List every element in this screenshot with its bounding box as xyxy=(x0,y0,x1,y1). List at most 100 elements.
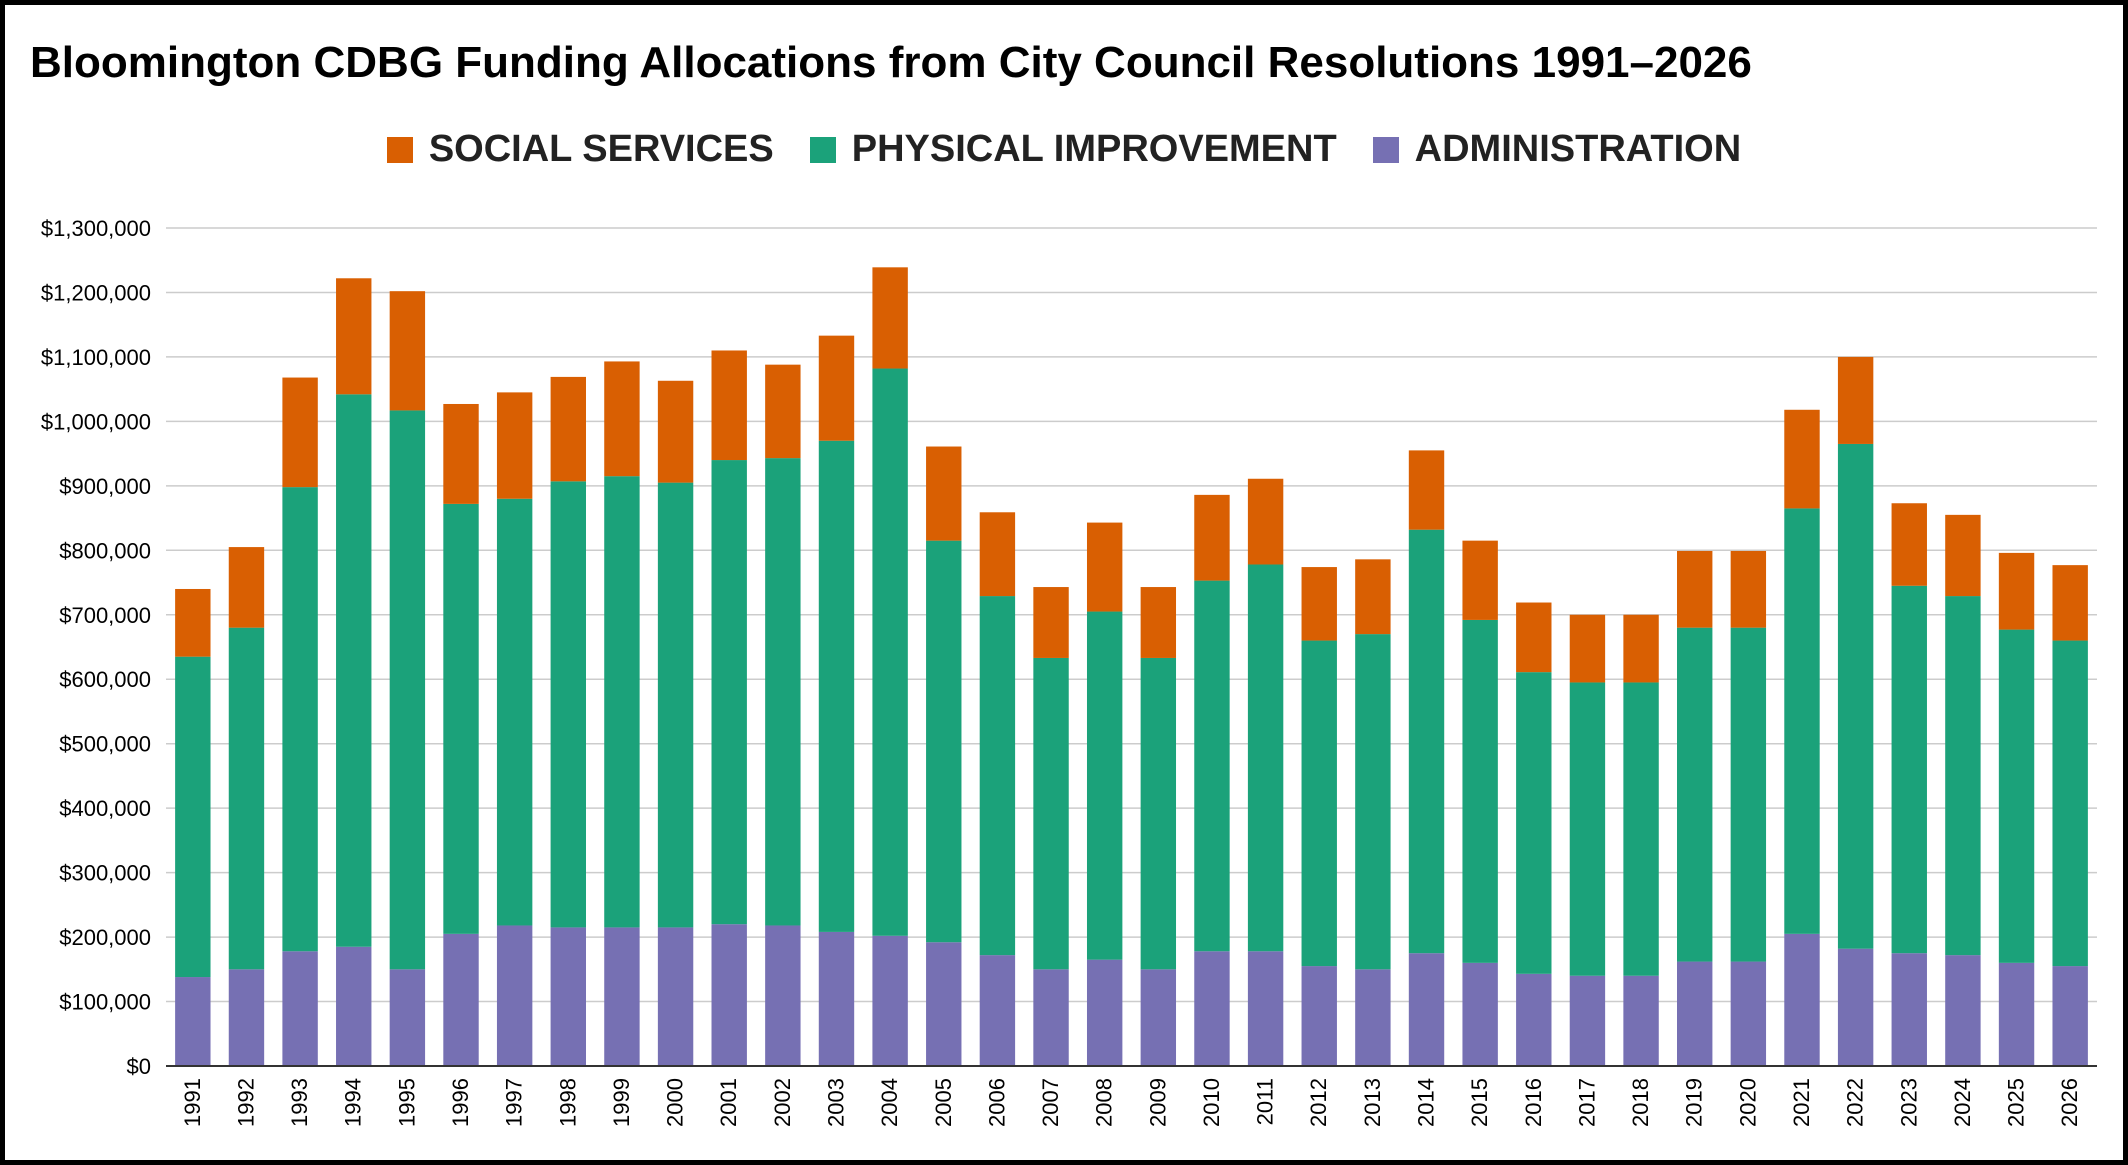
x-tick-label-2014: 2014 xyxy=(1414,1078,1439,1127)
bar-administration-1998 xyxy=(550,927,586,1066)
x-tick-label-2026: 2026 xyxy=(2057,1078,2082,1127)
bar-administration-2006 xyxy=(979,955,1016,1066)
y-tick-label-3: $300,000 xyxy=(59,861,151,886)
bar-physical-improvement-2011 xyxy=(1247,564,1284,952)
x-tick-label-2007: 2007 xyxy=(1038,1078,1063,1127)
y-tick-label-9: $900,000 xyxy=(59,474,151,499)
y-tick-label-11: $1,100,000 xyxy=(41,345,151,370)
x-tick-label-2022: 2022 xyxy=(1843,1078,1868,1127)
x-tick-label-2018: 2018 xyxy=(1628,1078,1653,1127)
bar-administration-2012 xyxy=(1301,966,1337,1066)
x-tick-label-2005: 2005 xyxy=(931,1078,956,1127)
bar-administration-2005 xyxy=(926,942,962,1066)
x-tick-label-2019: 2019 xyxy=(1682,1078,1707,1127)
x-tick-label-1991: 1991 xyxy=(180,1078,205,1127)
bar-administration-2001 xyxy=(711,924,747,1066)
bar-administration-2013 xyxy=(1355,969,1391,1066)
bar-physical-improvement-2008 xyxy=(1086,611,1123,960)
bar-administration-2026 xyxy=(2052,966,2088,1066)
bar-administration-1995 xyxy=(389,969,426,1066)
bar-physical-improvement-2015 xyxy=(1462,619,1498,963)
bar-physical-improvement-2007 xyxy=(1033,657,1069,970)
bar-administration-2004 xyxy=(872,935,908,1066)
bar-administration-1997 xyxy=(496,925,533,1066)
x-tick-label-1994: 1994 xyxy=(341,1078,366,1127)
bar-administration-2002 xyxy=(765,925,801,1066)
x-tick-label-1999: 1999 xyxy=(609,1078,634,1127)
bar-social-services-2015 xyxy=(1462,540,1498,620)
bar-physical-improvement-2013 xyxy=(1355,634,1391,970)
bar-social-services-2016 xyxy=(1516,602,1552,673)
bar-physical-improvement-2025 xyxy=(1998,629,2035,963)
bar-administration-2017 xyxy=(1569,975,1606,1066)
bar-physical-improvement-2021 xyxy=(1784,508,1820,934)
bar-physical-improvement-2024 xyxy=(1945,596,1981,956)
x-tick-label-2021: 2021 xyxy=(1789,1078,1814,1127)
bar-physical-improvement-2014 xyxy=(1408,529,1445,954)
legend-swatch-administration xyxy=(1372,136,1399,163)
bar-social-services-1995 xyxy=(389,291,426,411)
bar-physical-improvement-2016 xyxy=(1516,672,1552,974)
bar-social-services-2000 xyxy=(657,380,694,483)
bar-physical-improvement-2022 xyxy=(1837,443,1874,949)
bar-administration-1994 xyxy=(336,946,372,1066)
bar-administration-2010 xyxy=(1194,951,1230,1066)
y-tick-label-13: $1,300,000 xyxy=(41,216,151,241)
bar-social-services-2004 xyxy=(872,267,908,369)
x-tick-label-2003: 2003 xyxy=(823,1078,848,1127)
bar-administration-1992 xyxy=(228,969,265,1066)
bar-administration-2020 xyxy=(1730,961,1767,1066)
legend-label-administration: ADMINISTRATION xyxy=(1414,128,1742,170)
x-tick-label-1997: 1997 xyxy=(502,1078,527,1127)
bar-administration-2018 xyxy=(1623,975,1659,1066)
bar-social-services-2007 xyxy=(1033,587,1069,658)
bar-social-services-2010 xyxy=(1194,494,1230,581)
bar-physical-improvement-2000 xyxy=(657,482,694,928)
bar-administration-2000 xyxy=(657,927,694,1066)
x-tick-label-1993: 1993 xyxy=(287,1078,312,1127)
y-tick-label-0: $0 xyxy=(127,1054,151,1079)
legend-swatch-physical-improvement xyxy=(809,136,836,163)
x-tick-label-2004: 2004 xyxy=(877,1078,902,1127)
bar-social-services-2014 xyxy=(1408,450,1445,530)
bar-physical-improvement-1994 xyxy=(336,394,372,947)
bar-administration-2008 xyxy=(1086,959,1123,1066)
y-tick-label-6: $600,000 xyxy=(59,667,151,692)
bar-social-services-2011 xyxy=(1247,478,1284,565)
bar-physical-improvement-2019 xyxy=(1677,627,1713,962)
bar-administration-2021 xyxy=(1784,933,1820,1066)
x-tick-label-2020: 2020 xyxy=(1735,1078,1760,1127)
bar-physical-improvement-2001 xyxy=(711,460,747,925)
bar-physical-improvement-2026 xyxy=(2052,640,2088,967)
y-tick-label-4: $400,000 xyxy=(59,796,151,821)
bar-social-services-2021 xyxy=(1784,409,1820,509)
bar-social-services-1991 xyxy=(175,588,211,657)
bar-physical-improvement-2002 xyxy=(765,458,801,926)
bar-administration-2003 xyxy=(818,931,855,1066)
bar-administration-2015 xyxy=(1462,962,1498,1066)
bar-administration-2022 xyxy=(1837,948,1874,1066)
bar-social-services-1992 xyxy=(228,547,265,628)
bar-physical-improvement-1991 xyxy=(175,656,211,978)
bar-social-services-2020 xyxy=(1730,550,1767,628)
bar-administration-2016 xyxy=(1516,973,1552,1066)
legend-item-social-services: SOCIAL SERVICES xyxy=(386,128,774,171)
x-tick-label-2008: 2008 xyxy=(1092,1078,1117,1127)
bar-physical-improvement-1992 xyxy=(228,627,265,970)
bar-physical-improvement-2018 xyxy=(1623,682,1659,976)
bar-physical-improvement-2009 xyxy=(1140,657,1177,970)
bar-administration-2009 xyxy=(1140,969,1177,1066)
bar-administration-2011 xyxy=(1247,951,1284,1066)
x-tick-label-1998: 1998 xyxy=(555,1078,580,1127)
bar-administration-1999 xyxy=(604,927,640,1066)
bar-social-services-1996 xyxy=(443,403,479,504)
bar-physical-improvement-1993 xyxy=(282,487,318,952)
x-tick-label-2015: 2015 xyxy=(1467,1078,1492,1127)
chart-legend: SOCIAL SERVICES PHYSICAL IMPROVEMENT ADM… xyxy=(0,128,2128,171)
bar-physical-improvement-2006 xyxy=(979,596,1016,956)
bar-social-services-1993 xyxy=(282,377,318,488)
bar-physical-improvement-2004 xyxy=(872,368,908,936)
bar-administration-2019 xyxy=(1677,961,1713,1066)
y-tick-label-5: $500,000 xyxy=(59,732,151,757)
